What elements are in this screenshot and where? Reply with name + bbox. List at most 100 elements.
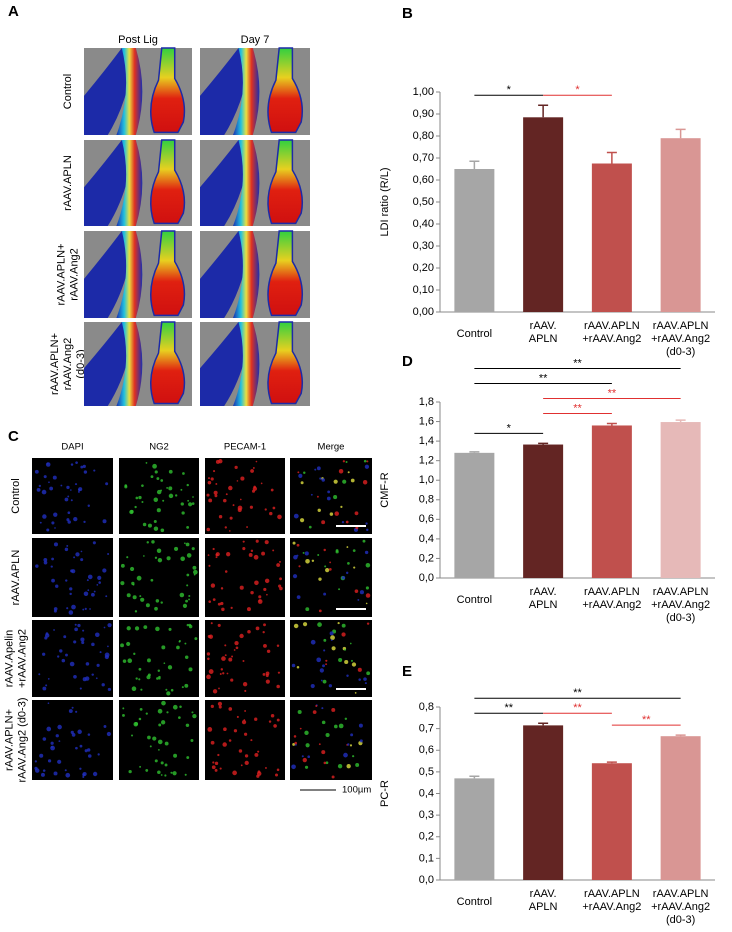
stain-dot <box>75 552 80 557</box>
stain-dot <box>304 551 309 556</box>
stain-dot <box>225 493 228 496</box>
stain-dot <box>152 463 157 469</box>
stain-dot <box>270 714 275 718</box>
stain-dot <box>154 606 158 611</box>
stain-dot <box>224 644 227 647</box>
stain-dot <box>250 590 254 595</box>
stain-dot <box>181 511 185 515</box>
stain-dot <box>77 729 82 735</box>
stain-dot <box>138 495 142 500</box>
row-label: rAAV.Ang2 <box>62 338 74 391</box>
stain-dot <box>93 469 96 472</box>
stain-dot <box>43 475 47 479</box>
stain-dot <box>242 547 246 551</box>
stain-dot <box>293 735 297 738</box>
stain-dot <box>258 595 262 599</box>
stain-dot <box>194 637 198 641</box>
paw <box>267 47 304 134</box>
stain-dot <box>86 748 91 752</box>
stain-dot <box>212 761 215 764</box>
stain-dot <box>252 486 258 491</box>
leg-blob <box>84 231 135 318</box>
stain-dot <box>206 674 211 680</box>
stain-dot <box>279 586 283 591</box>
significance-label: * <box>507 84 512 96</box>
stain-dot <box>326 496 331 501</box>
stain-dot <box>322 679 327 684</box>
stain-dot <box>291 663 296 668</box>
stain-dot <box>51 578 55 583</box>
stain-dot <box>190 738 194 742</box>
y-tick-label: 0,80 <box>413 130 434 142</box>
stain-dot <box>102 568 107 573</box>
stain-dot <box>149 745 152 748</box>
stain-dot <box>276 768 280 772</box>
stain-dot <box>222 742 227 747</box>
stain-dot <box>325 732 330 738</box>
stain-dot <box>156 489 162 495</box>
significance-label: * <box>575 84 580 96</box>
stain-dot <box>188 502 193 507</box>
stain-dot <box>214 761 219 766</box>
stain-dot <box>207 554 210 557</box>
stain-dot <box>329 631 334 636</box>
row-label: Control <box>62 74 74 109</box>
stain-dot <box>164 774 167 777</box>
y-tick-label: 0,7 <box>419 723 434 735</box>
leg-blob <box>200 231 252 318</box>
stain-dot <box>152 736 157 741</box>
stain-dot <box>217 602 221 606</box>
stain-dot <box>323 761 327 765</box>
stain-dot <box>82 464 86 468</box>
stain-dot <box>156 477 160 480</box>
stain-dot <box>186 553 192 558</box>
stain-dot <box>257 750 260 753</box>
paw <box>150 47 186 134</box>
stain-dot <box>269 511 273 516</box>
stain-dot <box>92 541 96 545</box>
leg-blob <box>200 140 252 226</box>
stain-dot <box>186 483 189 487</box>
x-tick-label: +rAAV.Ang2 <box>651 599 710 611</box>
stain-dot <box>69 592 72 596</box>
stain-dot <box>146 541 149 544</box>
stain-dot <box>166 691 171 696</box>
stain-dot <box>58 740 61 742</box>
stain-dot <box>91 673 94 676</box>
stain-dot <box>132 595 137 600</box>
stain-dot <box>81 641 85 645</box>
stain-dot <box>208 498 213 503</box>
stain-dot <box>365 562 371 568</box>
stain-dot <box>340 505 343 508</box>
stain-dot <box>138 717 142 721</box>
stain-dot <box>105 482 109 486</box>
stain-dot <box>344 717 348 720</box>
stain-dot <box>363 459 367 463</box>
stain-dot <box>276 563 281 567</box>
stain-dot <box>66 607 69 610</box>
stain-dot <box>155 626 160 632</box>
stain-dot <box>69 587 73 591</box>
stain-dot <box>167 665 173 670</box>
stain-dot <box>97 753 100 756</box>
stain-dot <box>134 626 140 631</box>
stain-dot <box>180 556 185 562</box>
stain-dot <box>247 629 251 634</box>
stain-dot <box>317 553 320 556</box>
stain-dot <box>151 540 155 544</box>
stain-dot <box>106 731 111 737</box>
stain-dot <box>47 702 50 705</box>
stain-dot <box>292 743 296 746</box>
micrograph <box>32 620 113 697</box>
stain-dot <box>96 663 100 667</box>
stain-dot <box>258 599 261 602</box>
stain-dot <box>250 549 254 553</box>
significance-label: * <box>507 422 512 434</box>
stain-dot <box>207 727 213 732</box>
stain-dot <box>296 595 301 600</box>
stain-dot <box>71 706 74 709</box>
stain-dot <box>157 708 163 714</box>
stain-dot <box>366 622 370 625</box>
stain-dot <box>168 486 173 491</box>
stain-dot <box>68 709 73 714</box>
